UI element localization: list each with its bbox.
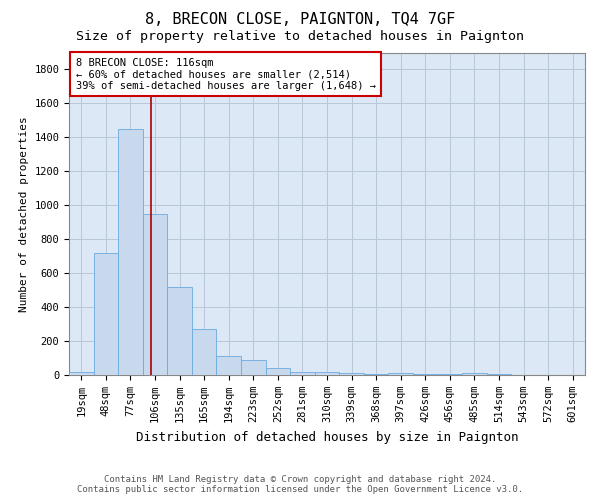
- Bar: [290, 372, 315, 375]
- Bar: [266, 368, 290, 375]
- Y-axis label: Number of detached properties: Number of detached properties: [19, 116, 29, 312]
- Bar: [388, 374, 413, 375]
- Bar: [315, 372, 339, 375]
- Bar: [487, 374, 511, 375]
- Bar: [364, 374, 388, 375]
- Bar: [339, 374, 364, 375]
- Bar: [143, 214, 167, 375]
- Bar: [192, 329, 217, 375]
- Text: Size of property relative to detached houses in Paignton: Size of property relative to detached ho…: [76, 30, 524, 43]
- Bar: [167, 286, 192, 375]
- Text: 8 BRECON CLOSE: 116sqm
← 60% of detached houses are smaller (2,514)
39% of semi-: 8 BRECON CLOSE: 116sqm ← 60% of detached…: [76, 58, 376, 91]
- Bar: [94, 253, 118, 375]
- Text: 8, BRECON CLOSE, PAIGNTON, TQ4 7GF: 8, BRECON CLOSE, PAIGNTON, TQ4 7GF: [145, 12, 455, 28]
- Bar: [241, 360, 266, 375]
- Text: Contains HM Land Registry data © Crown copyright and database right 2024.
Contai: Contains HM Land Registry data © Crown c…: [77, 474, 523, 494]
- Bar: [462, 373, 487, 375]
- Bar: [69, 372, 94, 375]
- X-axis label: Distribution of detached houses by size in Paignton: Distribution of detached houses by size …: [136, 430, 518, 444]
- Bar: [437, 374, 462, 375]
- Bar: [118, 129, 143, 375]
- Bar: [217, 356, 241, 375]
- Bar: [413, 374, 437, 375]
